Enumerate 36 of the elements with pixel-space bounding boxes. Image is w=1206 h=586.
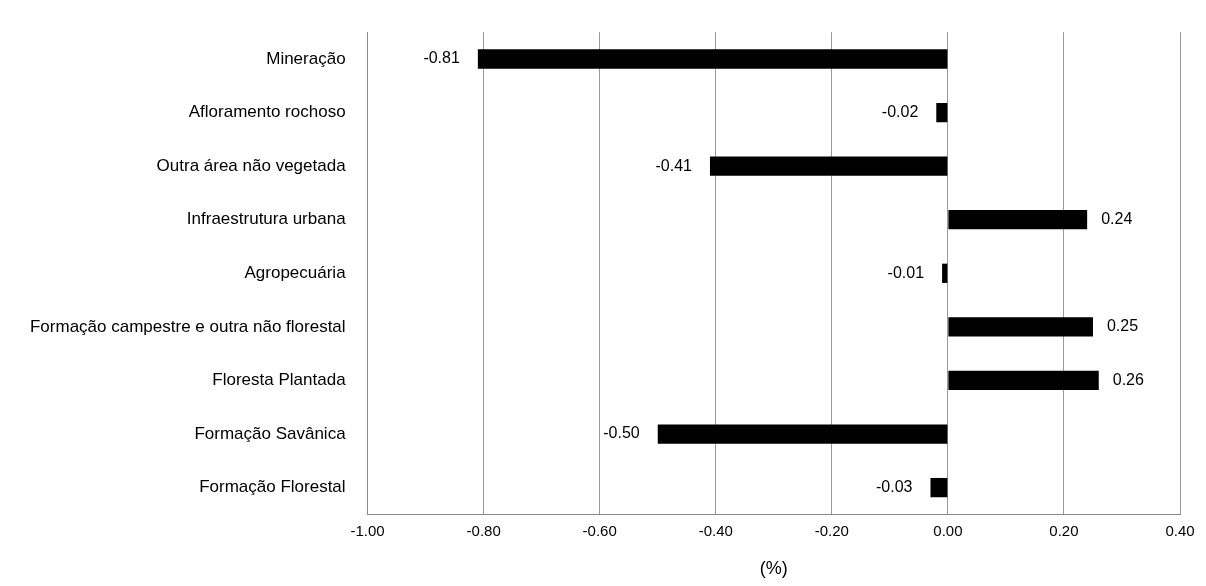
bar	[936, 102, 948, 123]
data-label: -0.01	[887, 263, 925, 281]
bar	[657, 424, 948, 444]
bar	[477, 49, 948, 69]
x-tick-label: -0.60	[582, 521, 617, 539]
y-tick-label: Infraestrutura urbana	[186, 209, 347, 229]
x-tick-label: -0.40	[698, 521, 733, 539]
y-tick-label: Formação campestre e outra não florestal	[29, 316, 346, 336]
y-tick-label: Floresta Plantada	[212, 370, 347, 390]
data-label: -0.03	[876, 478, 913, 496]
y-tick-label: Formação Savânica	[194, 423, 347, 443]
y-tick-label: Outra área não vegetada	[156, 155, 347, 175]
bar	[930, 477, 948, 498]
x-tick-label: 0.20	[1049, 521, 1079, 539]
y-tick-label: Afloramento rochoso	[188, 102, 346, 122]
bar	[948, 317, 1093, 337]
x-axis-title: (%)	[759, 558, 788, 579]
x-tick-label: -0.80	[466, 521, 501, 539]
y-tick-label: Agropecuária	[244, 262, 347, 282]
x-tick-label: -0.20	[814, 521, 849, 539]
y-tick-label: Formação Florestal	[199, 477, 346, 497]
x-tick-label: 0.40	[1165, 521, 1195, 539]
data-label: 0.24	[1101, 210, 1133, 228]
data-label: -0.81	[423, 49, 460, 67]
bar	[709, 156, 948, 176]
x-tick-label: 0.00	[933, 521, 963, 539]
data-label: 0.26	[1112, 370, 1144, 388]
data-label: -0.41	[655, 156, 693, 174]
bar	[942, 263, 948, 283]
bar	[948, 370, 1099, 391]
y-tick-label: Mineração	[266, 48, 346, 68]
data-label: -0.02	[881, 102, 919, 120]
bar	[948, 210, 1088, 230]
data-label: 0.25	[1106, 317, 1139, 335]
x-tick-label: -1.00	[350, 521, 385, 539]
data-label: -0.50	[603, 424, 640, 442]
